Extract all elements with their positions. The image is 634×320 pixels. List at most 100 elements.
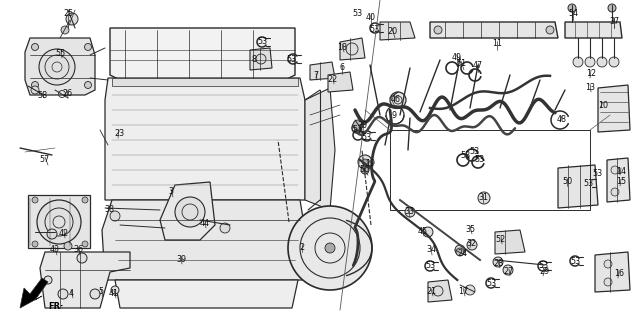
Circle shape	[434, 26, 442, 34]
Text: 52: 52	[496, 235, 506, 244]
Circle shape	[611, 188, 619, 196]
Polygon shape	[328, 72, 353, 92]
Text: 44: 44	[200, 219, 210, 228]
Text: 27: 27	[504, 268, 514, 276]
Circle shape	[77, 253, 87, 263]
Circle shape	[493, 257, 503, 267]
Text: 53: 53	[369, 25, 379, 34]
Polygon shape	[40, 252, 130, 308]
Circle shape	[84, 82, 91, 89]
Polygon shape	[558, 165, 598, 208]
Text: 56: 56	[359, 165, 369, 174]
Text: 53: 53	[486, 279, 496, 289]
Circle shape	[433, 286, 443, 296]
Text: 33: 33	[404, 207, 414, 217]
Circle shape	[361, 166, 369, 174]
Circle shape	[465, 285, 475, 295]
Polygon shape	[305, 88, 335, 210]
Circle shape	[220, 223, 230, 233]
Text: 25: 25	[64, 10, 74, 19]
Circle shape	[503, 265, 513, 275]
Circle shape	[608, 4, 616, 12]
Text: 9: 9	[391, 111, 396, 121]
Circle shape	[456, 248, 464, 256]
Circle shape	[84, 44, 91, 51]
Circle shape	[609, 57, 619, 67]
Text: 53: 53	[592, 169, 602, 178]
Circle shape	[47, 229, 57, 239]
Text: 34: 34	[426, 245, 436, 254]
Polygon shape	[102, 200, 308, 280]
Circle shape	[288, 206, 372, 290]
Text: 53: 53	[352, 10, 362, 19]
Text: 3: 3	[169, 188, 174, 196]
Polygon shape	[565, 22, 622, 38]
Text: 55: 55	[56, 49, 66, 58]
Text: 26: 26	[62, 89, 72, 98]
Circle shape	[585, 57, 595, 67]
Circle shape	[604, 260, 612, 268]
Circle shape	[390, 92, 406, 108]
Text: 49: 49	[452, 52, 462, 61]
Circle shape	[32, 197, 38, 203]
Circle shape	[346, 43, 358, 55]
Circle shape	[478, 192, 490, 204]
Text: 14: 14	[616, 166, 626, 175]
Polygon shape	[598, 85, 630, 132]
Circle shape	[39, 49, 75, 85]
Circle shape	[597, 57, 607, 67]
Circle shape	[31, 86, 39, 94]
Text: FR·: FR·	[48, 302, 63, 311]
Bar	[112, 78, 298, 86]
Polygon shape	[607, 158, 630, 202]
Circle shape	[64, 242, 72, 250]
Circle shape	[82, 197, 88, 203]
Text: 30: 30	[357, 121, 367, 130]
Text: 53: 53	[469, 148, 479, 156]
Circle shape	[110, 211, 120, 221]
Polygon shape	[28, 195, 90, 248]
Text: 53: 53	[361, 132, 371, 141]
Polygon shape	[495, 230, 525, 254]
Text: 51: 51	[456, 60, 466, 68]
Text: 18: 18	[337, 43, 347, 52]
Circle shape	[546, 26, 554, 34]
Polygon shape	[20, 278, 48, 308]
Polygon shape	[250, 48, 272, 70]
Circle shape	[358, 155, 372, 169]
Circle shape	[568, 4, 576, 12]
Circle shape	[175, 197, 205, 227]
Circle shape	[66, 13, 78, 25]
Circle shape	[111, 286, 119, 294]
Text: 53: 53	[352, 124, 362, 133]
Text: 16: 16	[614, 268, 624, 277]
Text: 42: 42	[59, 228, 69, 237]
Text: 53: 53	[257, 37, 267, 46]
Circle shape	[611, 166, 619, 174]
Text: 7: 7	[313, 71, 318, 81]
Polygon shape	[110, 28, 295, 80]
Circle shape	[37, 200, 81, 244]
Text: 39: 39	[176, 254, 186, 263]
Bar	[390, 130, 590, 210]
Circle shape	[32, 241, 38, 247]
Text: 17: 17	[458, 286, 468, 295]
Text: 21: 21	[426, 287, 436, 297]
Text: 38: 38	[104, 204, 114, 213]
Text: 48: 48	[557, 115, 567, 124]
Text: 37: 37	[609, 17, 619, 26]
Polygon shape	[160, 182, 215, 240]
Circle shape	[362, 159, 368, 165]
Text: 36: 36	[73, 245, 83, 254]
Text: 35: 35	[465, 225, 475, 234]
Circle shape	[604, 278, 612, 286]
Circle shape	[325, 243, 335, 253]
Text: 53: 53	[583, 179, 593, 188]
Text: 13: 13	[585, 83, 595, 92]
Circle shape	[256, 54, 266, 64]
Polygon shape	[105, 78, 305, 200]
Text: 53: 53	[425, 261, 435, 270]
Circle shape	[44, 276, 52, 284]
Text: 40: 40	[366, 12, 376, 21]
Text: 53: 53	[570, 258, 580, 267]
